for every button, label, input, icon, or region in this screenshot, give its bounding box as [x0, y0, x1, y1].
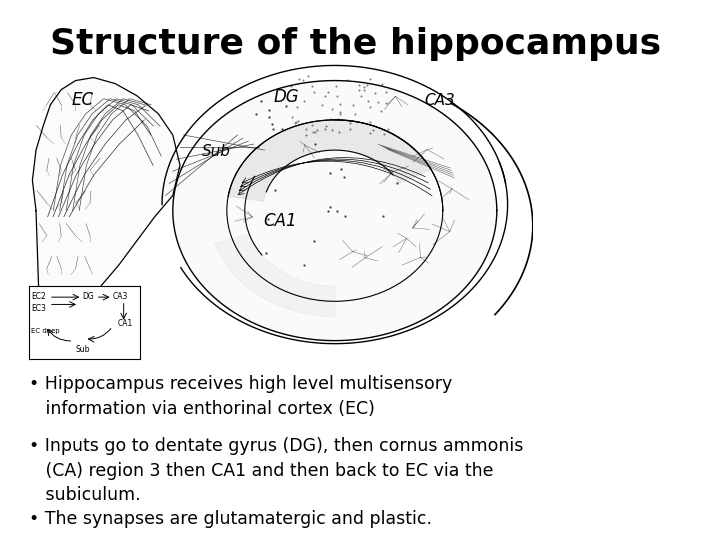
Text: EC: EC — [72, 91, 94, 109]
Text: EC3: EC3 — [31, 305, 46, 313]
Polygon shape — [228, 120, 431, 201]
Text: CA3: CA3 — [425, 93, 456, 108]
Text: DG: DG — [274, 87, 300, 106]
Text: Sub: Sub — [202, 144, 230, 159]
Text: Structure of the hippocampus: Structure of the hippocampus — [50, 27, 662, 61]
Text: • The synapses are glutamatergic and plastic.: • The synapses are glutamatergic and pla… — [29, 510, 432, 528]
Polygon shape — [32, 78, 180, 326]
Text: CA1: CA1 — [263, 212, 297, 230]
Polygon shape — [173, 80, 497, 341]
Text: DG: DG — [82, 292, 94, 301]
Text: EC2: EC2 — [31, 292, 46, 301]
Text: • Hippocampus receives high level multisensory
   information via enthorinal cor: • Hippocampus receives high level multis… — [29, 375, 452, 417]
Text: Sub: Sub — [76, 345, 90, 354]
Text: EC deep: EC deep — [31, 328, 60, 334]
Text: • Inputs go to dentate gyrus (DG), then cornus ammonis
   (CA) region 3 then CA1: • Inputs go to dentate gyrus (DG), then … — [29, 437, 523, 504]
Text: CA1: CA1 — [118, 319, 133, 328]
Text: CA3: CA3 — [112, 292, 128, 301]
Polygon shape — [215, 234, 335, 316]
